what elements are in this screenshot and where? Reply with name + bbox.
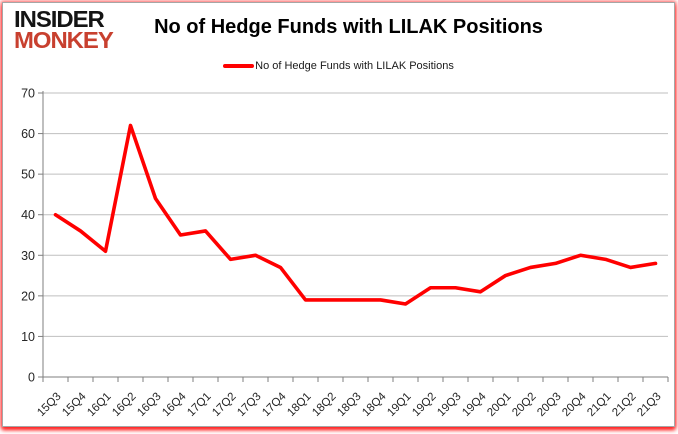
x-tick-label: 21Q1 (585, 391, 613, 419)
x-tick-label: 16Q4 (160, 390, 189, 419)
logo-word-insider: INSIDER (14, 6, 105, 32)
logo-word-monkey: MONKEY (14, 27, 114, 54)
x-tick-label: 18Q4 (360, 390, 389, 419)
hedge-funds-line-chart: 01020304050607015Q315Q416Q116Q216Q316Q41… (21, 87, 669, 419)
x-tick-label: 15Q4 (60, 390, 89, 419)
x-tick-label: 16Q1 (85, 391, 113, 419)
y-tick-label: 30 (21, 249, 35, 263)
chart-panel: INSIDER MONKEY No of Hedge Funds with LI… (2, 2, 675, 427)
x-tick-label: 20Q1 (485, 391, 513, 419)
x-tick-label: 18Q3 (335, 391, 363, 419)
series-line (53, 123, 658, 306)
x-tick-label: 19Q1 (385, 391, 413, 419)
x-tick-label: 17Q3 (235, 391, 263, 419)
x-tick-label: 17Q1 (185, 391, 213, 419)
y-tick-label: 0 (28, 371, 35, 385)
x-tick-label: 15Q3 (35, 391, 63, 419)
x-tick-label: 19Q2 (410, 391, 438, 419)
chart-legend: No of Hedge Funds with LILAK Positions (3, 60, 674, 72)
legend-line-swatch (223, 64, 255, 68)
x-tick-label: 20Q3 (535, 391, 563, 419)
x-tick-label: 20Q4 (560, 390, 589, 419)
x-tick-label: 21Q3 (635, 391, 663, 419)
y-tick-label: 10 (21, 330, 35, 344)
x-tick-label: 17Q4 (260, 390, 289, 419)
y-tick-label: 60 (21, 127, 35, 141)
x-tick-label: 16Q2 (110, 391, 138, 419)
x-tick-label: 16Q3 (135, 391, 163, 419)
chart-title: No of Hedge Funds with LILAK Positions (154, 16, 543, 38)
x-tick-label: 21Q2 (610, 391, 638, 419)
x-tick-label: 19Q3 (435, 391, 463, 419)
x-tick-label: 19Q4 (460, 390, 489, 419)
x-tick-label: 17Q2 (210, 391, 238, 419)
insider-monkey-logo: INSIDER MONKEY (14, 7, 114, 51)
y-tick-label: 50 (21, 168, 35, 182)
legend-label: No of Hedge Funds with LILAK Positions (255, 60, 454, 72)
y-tick-label: 40 (21, 208, 35, 222)
y-tick-label: 20 (21, 289, 35, 303)
y-tick-label: 70 (21, 87, 35, 101)
x-tick-label: 20Q2 (510, 391, 538, 419)
x-tick-label: 18Q1 (285, 391, 313, 419)
x-tick-label: 18Q2 (310, 391, 338, 419)
